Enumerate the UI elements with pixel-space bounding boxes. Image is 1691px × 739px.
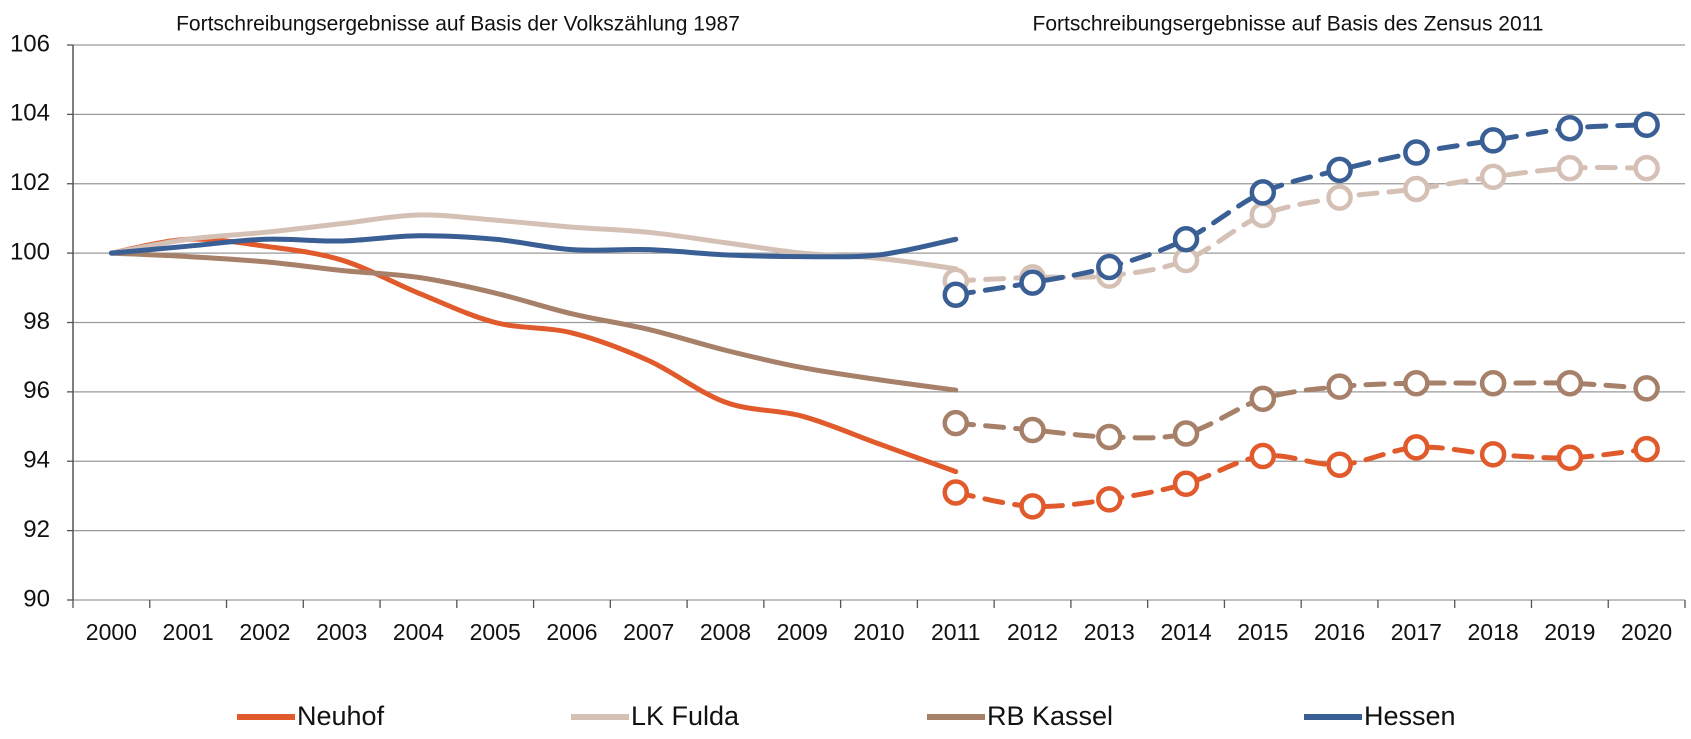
marker: [1249, 442, 1277, 470]
x-tick-label: 2004: [393, 619, 444, 645]
x-tick-label: 2012: [1007, 619, 1058, 645]
x-tick-label: 2009: [777, 619, 828, 645]
marker: [1403, 175, 1430, 203]
y-tick-label: 102: [10, 169, 50, 196]
marker: [1633, 375, 1660, 402]
marker: [1556, 115, 1584, 142]
x-tick-label: 2010: [853, 619, 904, 645]
marker: [1019, 493, 1046, 520]
y-tick-label: 96: [23, 377, 50, 404]
x-tick-label: 2005: [470, 619, 521, 645]
marker: [1633, 154, 1660, 182]
marker: [1172, 470, 1200, 498]
census-line: [953, 444, 1650, 510]
annotation: Fortschreibungsergebnisse auf Basis der …: [176, 13, 740, 36]
marker: [1096, 486, 1123, 513]
legend-label: RB Kassel: [987, 701, 1113, 731]
y-tick-label: 106: [10, 30, 50, 57]
marker: [1479, 369, 1507, 397]
marker: [1403, 434, 1430, 461]
y-tick-label: 90: [23, 585, 50, 612]
census-line: [953, 122, 1650, 298]
y-tick-label: 98: [23, 308, 50, 335]
x-tick-label: 2017: [1391, 619, 1442, 645]
marker: [1019, 269, 1046, 296]
x-tick-label: 2000: [86, 619, 137, 645]
marker: [942, 409, 970, 437]
marker: [1403, 139, 1430, 166]
y-tick-label: 94: [23, 447, 50, 474]
x-tick-label: 2014: [1160, 619, 1211, 645]
y-tick-label: 92: [23, 516, 50, 543]
x-tick-label: 2019: [1544, 619, 1595, 645]
marker: [1326, 451, 1353, 478]
legend-label: Hessen: [1364, 701, 1456, 731]
y-tick-label: 104: [10, 100, 50, 127]
x-tick-label: 2003: [316, 619, 367, 645]
legend-label: Neuhof: [297, 701, 385, 731]
marker: [1326, 156, 1353, 184]
marker: [1403, 369, 1430, 397]
marker: [942, 281, 970, 308]
x-tick-label: 2001: [163, 619, 214, 645]
x-tick-label: 2015: [1237, 619, 1288, 645]
series-line: [108, 212, 959, 272]
marker: [1096, 423, 1123, 451]
marker: [1633, 111, 1660, 139]
legend-label: LK Fulda: [631, 701, 740, 731]
marker: [1556, 369, 1584, 397]
x-tick-label: 2007: [623, 619, 674, 645]
marker: [1326, 184, 1353, 211]
x-tick-label: 2016: [1314, 619, 1365, 645]
marker: [1326, 373, 1353, 400]
series-line: [108, 250, 959, 393]
marker: [1249, 385, 1277, 413]
marker: [1633, 435, 1660, 463]
marker: [1019, 416, 1046, 444]
x-tick-label: 2013: [1084, 619, 1135, 645]
y-tick-label: 100: [10, 238, 50, 265]
x-tick-label: 2008: [700, 619, 751, 645]
marker: [942, 479, 970, 506]
x-tick-label: 2020: [1621, 619, 1672, 645]
marker: [1479, 127, 1507, 154]
census-line: [953, 164, 1650, 284]
marker: [1172, 420, 1200, 447]
x-tick-label: 2011: [931, 619, 980, 645]
x-tick-label: 2018: [1468, 619, 1519, 645]
census-line: [953, 380, 1650, 441]
x-tick-label: 2002: [239, 619, 290, 645]
marker: [1556, 444, 1584, 472]
marker: [1249, 179, 1277, 206]
marker: [1556, 154, 1584, 182]
marker: [1096, 253, 1123, 281]
annotation: Fortschreibungsergebnisse auf Basis des …: [1033, 13, 1544, 36]
marker: [1479, 163, 1507, 191]
marker: [1479, 441, 1507, 468]
series-line: [108, 233, 959, 260]
marker: [1249, 201, 1277, 229]
x-tick-label: 2006: [546, 619, 597, 645]
marker: [1172, 226, 1200, 253]
series-line: [108, 236, 959, 475]
